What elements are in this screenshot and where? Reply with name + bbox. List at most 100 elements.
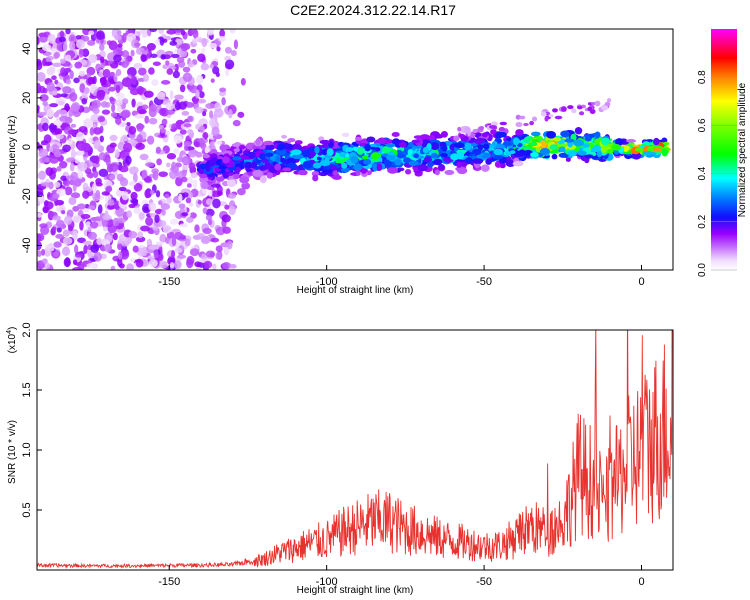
spectrogram-noise-blob (101, 191, 110, 196)
snr-y-axis-label: SNR (10 * v/v) (7, 420, 18, 484)
spectrogram-noise-blob (90, 114, 101, 123)
spectrogram-noise-blob (109, 142, 117, 148)
spectrogram-noise-blob (175, 38, 183, 44)
spectrogram-noise-blob (133, 62, 143, 69)
spectrogram-noise-blob (39, 223, 48, 229)
spectrogram-noise-blob (64, 186, 73, 196)
spectrogram-noise-blob (105, 157, 111, 167)
spectrogram-signal-blob (259, 152, 266, 160)
spectrogram-noise-blob (215, 245, 223, 253)
spectrogram-signal-blob (512, 161, 524, 167)
spectrogram-signal-blob (496, 131, 507, 138)
spectrogram-signal-blob (201, 181, 209, 190)
spectrogram-signal-blob (490, 128, 497, 135)
spectrogram-noise-blob (84, 203, 90, 210)
spectrogram-noise-blob (183, 144, 189, 152)
spectrogram-signal-blob (376, 163, 383, 172)
spectrogram-noise-blob (95, 189, 101, 199)
spectrogram-noise-blob (173, 135, 183, 144)
spectrogram-noise-blob (189, 248, 200, 257)
spectrogram-faint-blob (531, 116, 538, 122)
spectrogram-signal-blob (590, 145, 602, 153)
spectrogram-noise-blob (148, 107, 157, 118)
spectrogram-signal-blob (493, 154, 504, 160)
spectrogram-noise-blob (188, 162, 196, 170)
spectrogram-noise-blob (160, 203, 171, 210)
spectrogram-noise-blob (182, 72, 193, 82)
colorbar-tick-label: 0.8 (697, 70, 708, 84)
spectrogram-noise-blob (49, 103, 59, 108)
spectrogram-signal-blob (314, 146, 320, 154)
spectrogram-noise-blob (113, 73, 118, 83)
spectrogram-noise-blob (164, 193, 170, 199)
spectrogram-noise-blob (77, 263, 85, 270)
spectrogram-noise-blob (227, 193, 237, 199)
spectrogram-noise-blob (202, 227, 212, 235)
spectrogram-noise-blob (141, 104, 149, 110)
colorbar-ticks: 0.0 0.2 0.4 0.6 0.8 (697, 70, 737, 277)
spectrogram-signal-blob (558, 152, 569, 158)
spectrogram-noise-blob (228, 108, 233, 119)
spectrogram-noise-blob (187, 115, 193, 122)
spectrogram-noise-blob (140, 53, 147, 63)
spectrogram-noise-blob (148, 258, 158, 268)
spectrogram-noise-blob (87, 231, 97, 240)
spectrogram-signal-blob (345, 147, 354, 152)
spectrogram-noise-blob (209, 110, 214, 119)
spectrogram-signal-blob (219, 144, 228, 152)
spectrogram-noise-blob (181, 192, 189, 198)
spectrogram-noise-blob (37, 58, 42, 66)
spectrogram-noise-blob (158, 125, 164, 130)
spectrogram-noise-blob (126, 210, 133, 219)
spectrogram-noise-blob (73, 216, 80, 223)
spectrogram-signal-blob (370, 152, 380, 160)
spectrogram-noise-blob (137, 231, 144, 239)
spectrogram-signal-blob (222, 156, 230, 164)
spectrogram-noise-blob (139, 153, 149, 161)
spectrogram-faint-blob (578, 111, 585, 116)
spectrogram-noise-blob (196, 74, 204, 85)
snr-series-line (37, 330, 673, 569)
spectrogram-signal-blob (245, 168, 253, 173)
spectrogram-noise-blob (87, 150, 92, 156)
spectrogram-noise-blob (128, 203, 136, 209)
spectrogram-noise-blob (45, 167, 54, 176)
spectrogram-noise-blob (207, 29, 215, 36)
spectrogram-noise-blob (156, 158, 162, 166)
spectrogram-noise-blob (153, 249, 159, 259)
spectrogram-signal-blob (248, 151, 256, 159)
snr-multiplier-base: (x10 (7, 333, 18, 353)
spectrogram-signal-blob (518, 149, 526, 157)
spectrogram-noise-blob (211, 126, 220, 137)
spectrogram-noise-blob (95, 182, 103, 187)
spectrogram-noise-blob (171, 123, 179, 131)
spectrogram-noise-blob (165, 109, 175, 115)
spectrogram-signal-blob (286, 162, 297, 170)
spectrogram-signal-blob (363, 158, 372, 165)
spectrogram-noise-blob (158, 29, 165, 35)
spectrogram-faint-blob (552, 108, 558, 113)
snr-y-tick-label: 1.0 (21, 442, 33, 457)
spectrogram-signal-blob (227, 172, 234, 176)
spectrogram-noise-blob (156, 91, 166, 100)
spectrogram-noise-blob (75, 252, 84, 258)
colorbar-tick-label: 0.2 (697, 214, 708, 228)
spectrogram-noise-blob (175, 176, 183, 187)
spectrogram-faint-blob (594, 100, 601, 107)
spectrogram-signal-blob (275, 155, 281, 163)
spectrogram-signal-blob (531, 131, 541, 137)
spectrogram-noise-blob (158, 171, 168, 178)
snr-y-tick-label: 0.5 (21, 502, 33, 517)
spectrogram-faint-blob (587, 106, 593, 112)
spectrogram-faint-blob (567, 105, 574, 110)
spectrogram-noise-blob (89, 221, 99, 229)
spectrogram-signal-blob (199, 173, 208, 179)
spectrogram-noise-blob (99, 135, 104, 143)
spectrogram-noise-blob (107, 204, 116, 210)
spectrogram-signal-blob (387, 167, 399, 174)
spectrogram-noise-blob (117, 251, 123, 260)
spectrogram-signal-blob (626, 139, 637, 143)
spectrogram-noise-blob (210, 78, 215, 83)
spectrogram-signal-blob (350, 155, 359, 164)
spectrogram-signal-blob (227, 167, 237, 171)
